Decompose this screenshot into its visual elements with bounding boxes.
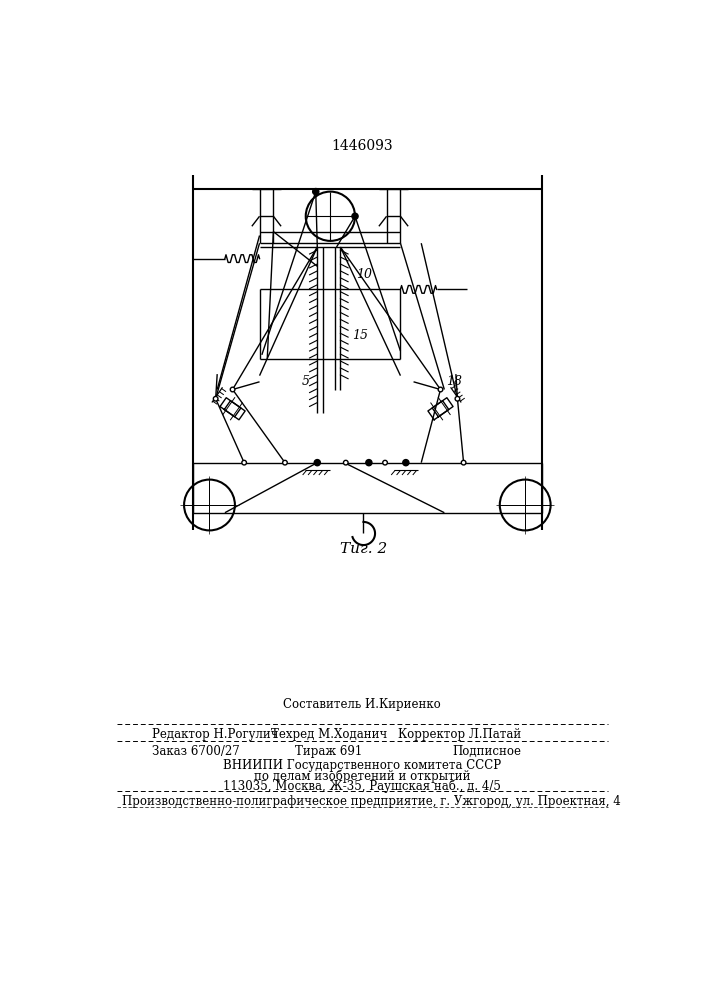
Text: 113035, Москва, Ж-35, Раушская наб., д. 4/5: 113035, Москва, Ж-35, Раушская наб., д. … xyxy=(223,779,501,793)
Text: Техред М.Ходанич: Техред М.Ходанич xyxy=(271,728,387,741)
Text: Τиг. 2: Τиг. 2 xyxy=(340,542,387,556)
Text: 10: 10 xyxy=(356,267,372,280)
Circle shape xyxy=(455,396,460,401)
Circle shape xyxy=(230,387,235,392)
Text: Тираж 691: Тираж 691 xyxy=(296,745,363,758)
Text: Заказ 6700/27: Заказ 6700/27 xyxy=(152,745,240,758)
Circle shape xyxy=(214,396,218,401)
Circle shape xyxy=(366,460,372,466)
Circle shape xyxy=(283,460,287,465)
Text: 1446093: 1446093 xyxy=(331,139,393,153)
Circle shape xyxy=(438,387,443,392)
Text: по делам изобретений и открытий: по делам изобретений и открытий xyxy=(254,769,470,783)
Circle shape xyxy=(461,460,466,465)
Text: 5: 5 xyxy=(302,375,310,388)
Text: 18: 18 xyxy=(446,375,462,388)
Text: Производственно-полиграфическое предприятие, г. Ужгород, ул. Проектная, 4: Производственно-полиграфическое предприя… xyxy=(122,795,621,808)
Circle shape xyxy=(344,460,348,465)
Text: Редактор Н.Рогулич: Редактор Н.Рогулич xyxy=(152,728,279,741)
Circle shape xyxy=(382,460,387,465)
Circle shape xyxy=(312,189,319,195)
Circle shape xyxy=(403,460,409,466)
Text: Подписное: Подписное xyxy=(452,745,521,758)
Circle shape xyxy=(314,460,320,466)
Text: Корректор Л.Патай: Корректор Л.Патай xyxy=(398,728,521,741)
Text: Составитель И.Кириенко: Составитель И.Кириенко xyxy=(283,698,441,711)
Text: ВНИИПИ Государственного комитета СССР: ВНИИПИ Государственного комитета СССР xyxy=(223,759,501,772)
Circle shape xyxy=(242,460,247,465)
Circle shape xyxy=(352,213,358,219)
Text: 15: 15 xyxy=(352,329,368,342)
